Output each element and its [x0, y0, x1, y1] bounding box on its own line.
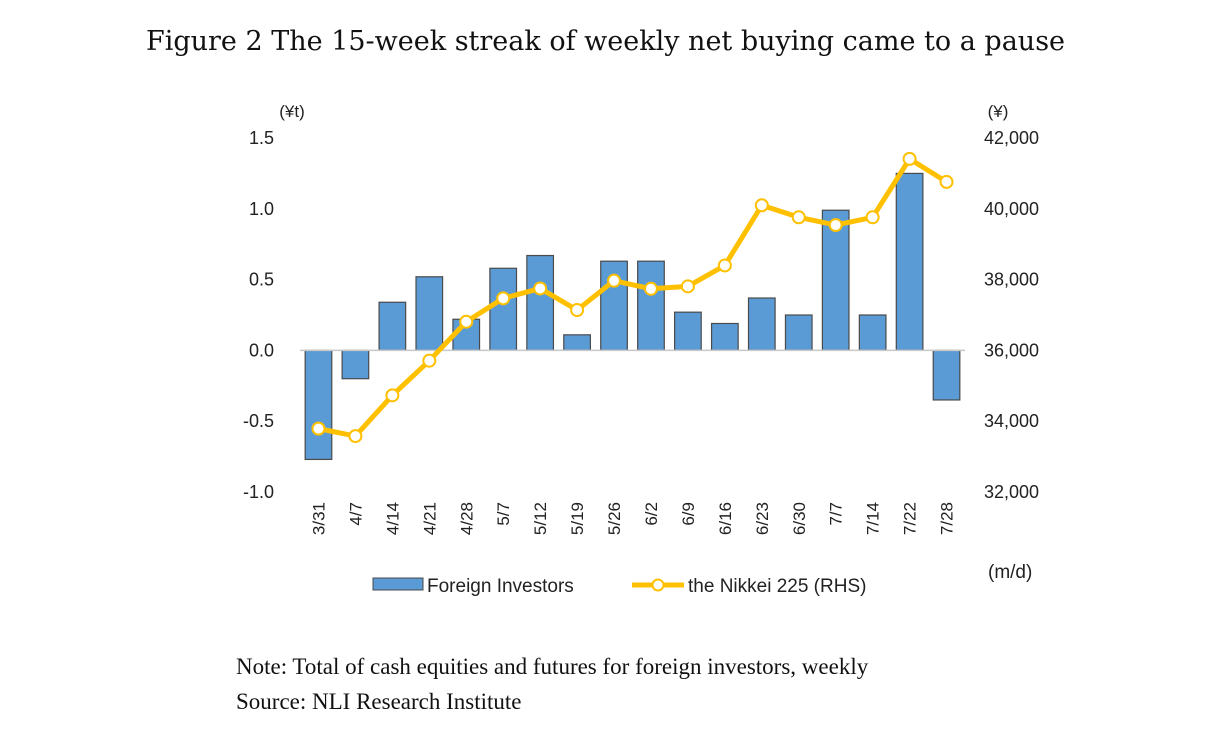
category-label: 6/30: [790, 502, 809, 535]
legend: Foreign Investors the Nikkei 225 (RHS): [372, 576, 866, 597]
right-tick-label: 36,000: [984, 340, 1039, 360]
bar-5/19: [563, 334, 591, 352]
bar-4/7: [341, 349, 370, 380]
left-tick-label: 1.0: [249, 199, 274, 219]
nikkei-point-4/28: [459, 314, 474, 329]
right-tick-label: 40,000: [984, 199, 1039, 219]
category-label: 6/16: [716, 502, 735, 535]
nikkei-point-5/7: [496, 291, 511, 306]
right-tick-label: 38,000: [984, 270, 1039, 290]
line-series: [311, 151, 954, 444]
nikkei-point-5/26: [607, 273, 622, 288]
nikkei-point-3/31: [311, 421, 326, 436]
legend-bar-swatch: [372, 577, 424, 591]
left-axis-unit: (¥t): [279, 102, 305, 121]
category-label: 4/21: [420, 502, 439, 535]
nikkei-point-7/28: [939, 174, 954, 189]
bar-3/31: [304, 349, 333, 461]
right-tick-label: 32,000: [984, 482, 1039, 502]
left-axis: 1.5 1.0 0.5 0.0 -0.5 -1.0: [243, 128, 274, 502]
right-axis-unit: (¥): [988, 102, 1009, 121]
left-tick-label: -0.5: [243, 411, 274, 431]
category-label: 5/26: [605, 502, 624, 535]
nikkei-point-7/7: [828, 218, 843, 233]
bar-7/14: [858, 314, 887, 352]
nikkei-point-6/30: [791, 210, 806, 225]
category-label: 5/7: [494, 502, 513, 526]
legend-label-nikkei: the Nikkei 225 (RHS): [688, 576, 866, 597]
nikkei-point-7/22: [902, 151, 917, 166]
bar-series: [304, 172, 961, 461]
right-tick-label: 42,000: [984, 128, 1039, 148]
left-tick-label: -1.0: [243, 482, 274, 502]
bar-6/30: [784, 314, 813, 352]
bar-6/16: [710, 322, 739, 352]
category-label: 3/31: [309, 502, 328, 535]
legend-line-marker: [651, 578, 665, 592]
right-tick-label: 34,000: [984, 411, 1039, 431]
nikkei-point-5/12: [533, 281, 548, 296]
category-label: 4/28: [457, 502, 476, 535]
left-tick-label: 0.5: [249, 270, 274, 290]
nikkei-point-6/9: [680, 279, 695, 294]
x-axis-unit: (m/d): [988, 562, 1032, 583]
nikkei-point-4/14: [385, 388, 400, 403]
category-label: 6/2: [642, 502, 661, 526]
bar-7/7: [821, 209, 850, 352]
legend-label-foreign: Foreign Investors: [427, 576, 574, 597]
nikkei-point-6/16: [717, 258, 732, 273]
category-label: 7/22: [901, 502, 920, 535]
right-axis: 42,000 40,000 38,000 36,000 34,000 32,000: [984, 128, 1039, 502]
nikkei-point-6/23: [754, 198, 769, 213]
category-label: 7/7: [827, 502, 846, 526]
bar-6/9: [674, 311, 702, 351]
left-tick-label: 1.5: [249, 128, 274, 148]
left-tick-label: 0.0: [249, 340, 274, 360]
nikkei-point-4/7: [348, 429, 363, 444]
category-label: 4/7: [346, 502, 365, 526]
nikkei-point-4/21: [422, 353, 437, 368]
bar-6/23: [747, 297, 776, 351]
nikkei-line: [317, 156, 948, 439]
category-label: 6/9: [679, 502, 698, 526]
category-label: 7/28: [938, 502, 957, 535]
nikkei-point-5/19: [570, 303, 585, 318]
category-label: 7/14: [864, 502, 883, 535]
x-axis: 3/31 4/7 4/14 4/21 4/28 5/7 5/12 5/19 5/26 6/2 6/9…: [309, 502, 956, 535]
bar-7/28: [932, 349, 961, 401]
category-label: 6/23: [753, 502, 772, 535]
figure-title: Figure 2 The 15-week streak of weekly ne…: [145, 26, 1066, 57]
bar-7/22: [895, 172, 924, 351]
bar-6/2: [637, 260, 665, 351]
bar-5/12: [526, 254, 555, 352]
source-text: Source: NLI Research Institute: [236, 689, 522, 714]
note-text: Note: Total of cash equities and futures…: [236, 654, 869, 679]
bar-4/14: [378, 301, 407, 352]
category-label: 5/19: [568, 502, 587, 535]
bar-4/21: [415, 276, 444, 352]
nikkei-point-7/14: [865, 210, 880, 225]
bar-5/7: [489, 267, 518, 352]
category-label: 5/12: [531, 502, 550, 535]
nikkei-point-6/2: [643, 281, 658, 296]
category-label: 4/14: [383, 502, 402, 535]
